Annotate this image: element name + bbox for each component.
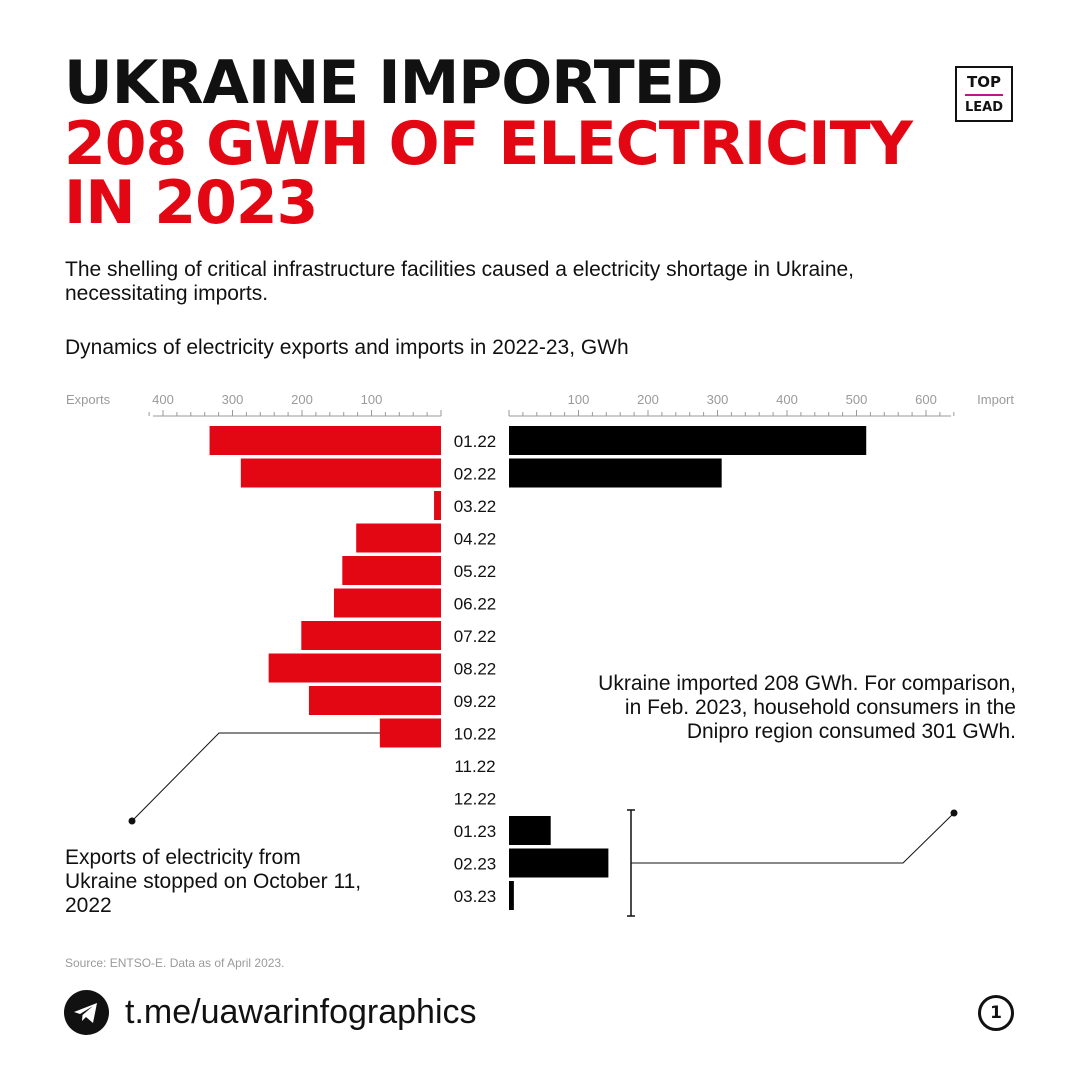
category-label: 04.22 xyxy=(454,530,497,549)
category-label: 01.23 xyxy=(454,822,497,841)
title-line-2: 208 GWH OF ELECTRICITY xyxy=(64,109,913,179)
export-bar-09.22 xyxy=(308,686,441,715)
category-label: 02.23 xyxy=(454,855,497,874)
import-tick-label: 300 xyxy=(707,392,729,407)
telegram-channel-link[interactable]: t.me/uawarinfographics xyxy=(125,993,477,1031)
title-line-1: UKRAINE IMPORTED xyxy=(64,48,724,118)
category-label: 11.22 xyxy=(454,757,495,776)
export-bar-06.22 xyxy=(333,588,441,618)
category-label: 02.22 xyxy=(454,465,497,484)
category-label: 01.22 xyxy=(454,432,497,451)
import-tick-label: 400 xyxy=(776,392,798,407)
category-label: 12.22 xyxy=(454,790,497,809)
imports-leader-dot xyxy=(950,809,958,817)
export-bar-07.22 xyxy=(301,621,441,650)
import-tick-label: 500 xyxy=(846,392,868,407)
exports-leader-line xyxy=(131,732,380,822)
imports-annotation: Ukraine imported 208 GWh. For comparison… xyxy=(598,672,1016,743)
subtitle: The shelling of critical infrastructure … xyxy=(65,258,855,305)
import-bar-01.22 xyxy=(509,426,867,455)
import-tick-label: 600 xyxy=(915,392,937,407)
import-axis-label: Import xyxy=(977,392,1014,407)
category-label: 03.23 xyxy=(454,887,497,906)
logo-bottom-text: LEAD xyxy=(964,100,1004,115)
exports-tick-label: 400 xyxy=(152,392,174,407)
export-bar-05.22 xyxy=(342,556,441,585)
category-label: 03.22 xyxy=(454,497,497,516)
category-label: 06.22 xyxy=(454,595,497,614)
export-bar-02.22 xyxy=(240,458,441,488)
logo-top-text: TOP xyxy=(967,73,1001,91)
exports-tick-label: 100 xyxy=(361,392,383,407)
import-bar-01.23 xyxy=(509,816,551,845)
category-label: 07.22 xyxy=(454,627,497,646)
imports-leader-line xyxy=(631,812,955,864)
category-label: 09.22 xyxy=(454,692,497,711)
import-bar-02.23 xyxy=(509,848,609,878)
logo-divider xyxy=(965,94,1003,96)
exports-annotation: Exports of electricity from Ukraine stop… xyxy=(65,846,362,917)
category-label: 08.22 xyxy=(454,660,497,679)
export-bar-10.22 xyxy=(379,718,441,748)
import-bar-03.23 xyxy=(509,881,514,910)
export-bar-04.22 xyxy=(356,523,441,553)
export-bar-08.22 xyxy=(268,653,441,683)
import-tick-label: 200 xyxy=(637,392,659,407)
import-tick-label: 100 xyxy=(568,392,590,407)
exports-leader-dot xyxy=(128,817,136,825)
exports-tick-label: 200 xyxy=(291,392,313,407)
export-bar-01.22 xyxy=(209,426,441,455)
import-bar-02.22 xyxy=(509,458,722,488)
category-label: 10.22 xyxy=(454,725,497,744)
exports-axis-label: Exports xyxy=(66,392,111,407)
chart-title: Dynamics of electricity exports and impo… xyxy=(65,336,629,359)
category-label: 05.22 xyxy=(454,562,497,581)
telegram-icon[interactable] xyxy=(64,990,109,1035)
page-number: 1 xyxy=(978,995,1014,1031)
top-lead-logo: TOP LEAD xyxy=(955,66,1013,122)
exports-tick-label: 300 xyxy=(222,392,244,407)
export-bar-03.22 xyxy=(434,491,441,520)
source-note: Source: ENTSO-E. Data as of April 2023. xyxy=(65,956,285,970)
title-line-3: IN 2023 xyxy=(64,168,318,238)
